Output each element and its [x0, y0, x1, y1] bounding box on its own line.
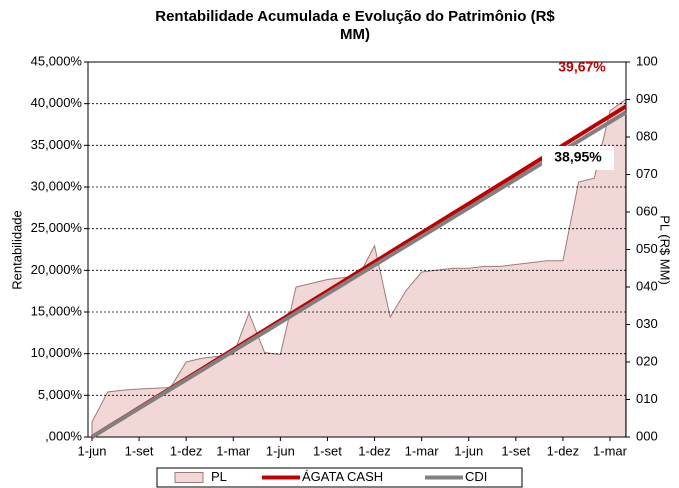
y2-tick-label: 040	[636, 278, 658, 293]
value-label-box	[542, 146, 614, 170]
x-tick-label: 1-set	[501, 443, 530, 458]
x-tick-label: 1-mar	[405, 443, 440, 458]
legend-label: CDI	[465, 469, 487, 484]
y-tick-label: 35,000%	[31, 137, 83, 152]
y-tick-label: 10,000%	[31, 345, 83, 360]
y2-tick-label: 030	[636, 316, 658, 331]
y-tick-label: 15,000%	[31, 303, 83, 318]
y-axis-label: Rentabilidade	[9, 210, 24, 290]
x-tick-label: 1-jun	[266, 443, 295, 458]
y2-tick-label: 050	[636, 241, 658, 256]
y2-tick-label: 080	[636, 128, 658, 143]
y2-tick-label: 020	[636, 353, 658, 368]
y-tick-label: 40,000%	[31, 95, 83, 110]
y-tick-label: 5,000%	[38, 387, 83, 402]
y2-tick-label: 060	[636, 203, 658, 218]
legend-label: PL	[211, 469, 227, 484]
y-tick-label: ,000%	[45, 428, 82, 443]
y2-axis-label: PL (R$ MM)	[658, 215, 673, 285]
x-tick-label: 1-set	[313, 443, 342, 458]
legend-box	[156, 467, 523, 488]
plot-frame	[87, 61, 627, 438]
pl-area	[91, 98, 627, 438]
y-tick-label: 30,000%	[31, 178, 83, 193]
value-label: 39,67%	[558, 59, 606, 75]
y2-tick-label: 100	[636, 53, 658, 68]
x-tick-label: 1-jun	[454, 443, 483, 458]
x-tick-label: 1-dez	[547, 443, 580, 458]
series-line	[90, 110, 627, 439]
x-tick-label: 1-mar	[216, 443, 251, 458]
y2-tick-label: 000	[636, 428, 658, 443]
y-tick-label: 20,000%	[31, 262, 83, 277]
y-tick-label: 25,000%	[31, 220, 83, 235]
value-label: 38,95%	[554, 149, 602, 165]
x-tick-label: 1-set	[125, 443, 154, 458]
x-tick-label: 1-jun	[78, 443, 107, 458]
y2-tick-label: 010	[636, 391, 658, 406]
chart-title: Rentabilidade Acumulada e Evolução do Pa…	[155, 8, 555, 43]
x-tick-label: 1-dez	[170, 443, 203, 458]
x-tick-label: 1-mar	[593, 443, 628, 458]
y2-tick-label: 070	[636, 166, 658, 181]
legend-label: ÁGATA CASH	[302, 469, 383, 484]
legend-swatch	[174, 472, 204, 483]
x-tick-label: 1-dez	[358, 443, 391, 458]
y2-tick-label: 090	[636, 91, 658, 106]
y-tick-label: 45,000%	[31, 53, 83, 68]
